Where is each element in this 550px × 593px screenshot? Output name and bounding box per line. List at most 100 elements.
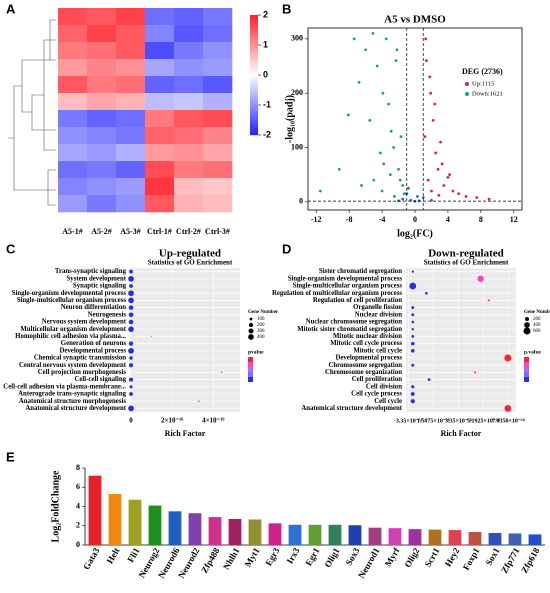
point: [392, 146, 395, 149]
heatmap-cell: [116, 127, 146, 145]
heatmap-cell: [145, 42, 175, 60]
heatmap-cell: [174, 25, 204, 43]
point: [401, 184, 405, 187]
point: [318, 189, 322, 193]
point: [387, 102, 391, 106]
category-label: Synaptic signaling: [73, 283, 127, 290]
x-tick-label: Irx3: [285, 546, 302, 566]
point: [364, 48, 368, 52]
size-legend-label: 400: [533, 323, 541, 328]
panel-label: D: [282, 241, 291, 256]
heatmap-cell: [174, 42, 204, 60]
color-legend-segment: [524, 362, 529, 367]
point: [371, 32, 375, 35]
size-legend-label: 100: [257, 317, 265, 322]
heatmap-cell: [87, 59, 117, 77]
x-tick-label: Olig1: [322, 546, 341, 570]
heatmap-cell: [203, 76, 233, 94]
category-label: Anatomical structure morphogenesis: [19, 398, 126, 405]
dendrogram: [8, 19, 56, 206]
color-legend-segment: [524, 377, 529, 382]
y-tick-label: 0: [76, 540, 80, 549]
category-label: Nuclear division: [355, 311, 402, 318]
dot: [411, 335, 415, 338]
category-label: Mitotic nuclear division: [333, 333, 402, 340]
heatmap-cell: [87, 93, 117, 111]
y-tick-label: 6: [76, 482, 80, 491]
dot: [410, 348, 415, 353]
category-label: Cell cycle process: [351, 391, 402, 398]
colorbar-segment: [250, 62, 258, 67]
dot: [129, 385, 133, 389]
category-label: Mitotic sister chromatid segregation: [297, 326, 402, 333]
heatmap-cell: [87, 110, 117, 128]
column-label: A5-3#: [120, 227, 140, 236]
point: [436, 167, 440, 171]
heatmap-cell: [87, 161, 117, 179]
chart-subtitle: Statistics of GO Enrichment: [424, 259, 509, 267]
bar: [128, 499, 142, 545]
size-legend-dot: [524, 322, 530, 328]
dot: [129, 269, 133, 274]
heatmap-cell: [174, 59, 204, 77]
bar: [168, 511, 182, 545]
size-legend-title: Gene Number: [524, 310, 550, 315]
heatmap-cell: [174, 144, 204, 162]
color-legend-segment: [248, 367, 253, 372]
point: [395, 48, 399, 52]
dot: [504, 354, 512, 362]
bar: [88, 475, 102, 545]
colorbar-segment: [250, 23, 258, 28]
point: [397, 199, 400, 203]
point: [464, 195, 468, 198]
dot: [128, 275, 134, 282]
point: [382, 162, 386, 166]
bar: [308, 524, 322, 545]
bar: [268, 523, 282, 545]
category-label: Anatomical structure development: [301, 405, 402, 412]
category-label: Anterograde trans-synaptic signaling: [18, 391, 126, 398]
category-label: Multicellular organism development: [20, 326, 126, 333]
point: [401, 197, 405, 201]
colorbar-segment: [250, 122, 258, 127]
point: [380, 189, 384, 193]
colorbar-segment: [250, 74, 258, 79]
colorbar-segment: [250, 83, 258, 88]
dot: [410, 399, 415, 404]
bar: [188, 513, 202, 545]
colorbar-segment: [250, 38, 258, 43]
x-tick-label: 4: [446, 215, 450, 224]
colorbar-label: 0: [263, 69, 268, 79]
bar: [108, 493, 122, 545]
point: [402, 192, 406, 196]
bar: [388, 528, 402, 545]
heatmap-cell: [58, 110, 88, 128]
y-axis-label: -log₁₀(padj): [284, 95, 295, 143]
category-label: Cell-cell adhesion via plasma-membrane..…: [3, 383, 126, 390]
color-legend-title: pvalue: [248, 349, 264, 355]
heatmap-cell: [87, 144, 117, 162]
category-label: Generation of neurons: [61, 340, 127, 347]
point: [442, 184, 446, 187]
heatmap-cell: [145, 161, 175, 179]
dot: [425, 291, 428, 295]
heatmap-cell: [203, 161, 233, 179]
x-tick-label: 8: [479, 215, 483, 224]
dot: [410, 392, 415, 396]
panel-label: C: [6, 241, 16, 256]
x-tick-label: 0: [413, 215, 417, 224]
colorbar-segment: [250, 65, 258, 70]
heatmap-cell: [203, 127, 233, 145]
heatmap-cell: [174, 110, 204, 128]
heatmap-cell: [145, 8, 175, 26]
colorbar-segment: [250, 47, 258, 52]
point: [388, 173, 392, 177]
heatmap-cell: [203, 8, 233, 26]
column-label: A5-2#: [91, 227, 111, 236]
dot: [198, 400, 200, 402]
point: [372, 178, 376, 182]
bar: [488, 532, 502, 545]
heatmap-cell: [58, 178, 88, 196]
y-tick-label: 0: [299, 197, 303, 206]
